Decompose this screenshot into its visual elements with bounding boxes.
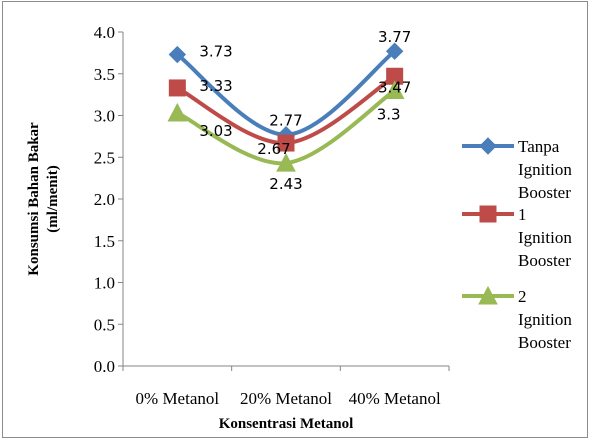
legend-label-3: Ignition: [518, 310, 572, 329]
x-tick-label: 40% Metanol: [349, 389, 441, 408]
data-label-s1-1: 3.73: [199, 43, 232, 61]
legend-marker-2: [479, 205, 497, 223]
data-point-s1-3: [385, 42, 404, 60]
legend-marker-3: [478, 285, 498, 305]
y-tick-label: 0.0: [94, 357, 115, 376]
x-tick-label: 0% Metanol: [136, 389, 220, 408]
y-axis-title-line: Konsumsi Bahan Bakar: [26, 122, 42, 276]
y-tick-label: 3.0: [94, 107, 115, 126]
legend-label-2: Ignition: [518, 228, 572, 247]
y-tick-label: 0.5: [94, 315, 115, 334]
data-point-s3-1: [167, 102, 188, 122]
data-point-s3-3: [384, 80, 405, 99]
y-tick-label: 1.0: [94, 274, 115, 293]
x-axis-title: Konsentrasi Metanol: [219, 416, 354, 432]
y-tick-label: 2.5: [94, 148, 115, 167]
y-axis-title-line: (ml/menit): [45, 165, 61, 232]
legend-marker-1: [479, 137, 497, 155]
y-tick-label: 3.5: [94, 65, 115, 84]
x-tick-label: 20% Metanol: [240, 389, 332, 408]
legend-label-1: Booster: [518, 183, 571, 202]
legend-label-3: Booster: [518, 333, 571, 352]
data-label-s3-3: 3.3: [377, 105, 401, 123]
legend-label-1: Ignition: [518, 160, 572, 179]
data-label-s2-3: 3.47: [378, 78, 411, 96]
data-label-s1-2: 2.77: [269, 112, 302, 130]
data-label-s2-2: 2.67: [257, 140, 290, 158]
y-tick-label: 4.0: [94, 23, 115, 42]
data-label-s3-2: 2.43: [269, 175, 302, 193]
data-point-s2-2: [277, 134, 295, 152]
legend-label-2: Booster: [518, 251, 571, 270]
y-axis-title: Konsumsi Bahan Bakar (ml/menit): [26, 122, 61, 276]
data-point-s1-1: [168, 45, 187, 64]
data-point-s3-2: [276, 153, 296, 172]
y-tick-label: 1.5: [94, 232, 115, 251]
legend-label-3: 2: [518, 287, 527, 306]
data-label-s3-1: 3.03: [199, 122, 232, 140]
data-label-s2-1: 3.33: [199, 77, 232, 95]
data-label-s1-3: 3.77: [378, 28, 411, 46]
data-point-s2-1: [168, 79, 186, 97]
legend-label-2: 1: [518, 205, 527, 224]
legend-label-1: Tanpa: [518, 137, 560, 156]
y-tick-label: 2.0: [94, 190, 115, 209]
